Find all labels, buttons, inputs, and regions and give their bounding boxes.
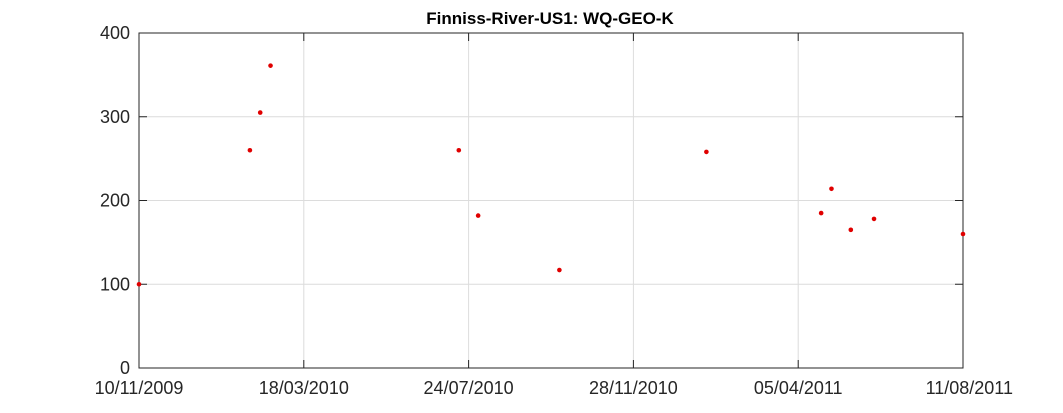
data-point [456, 147, 462, 153]
x-tick-label: 05/04/2011 [754, 378, 843, 398]
data-point [247, 147, 253, 153]
data-point [818, 210, 824, 216]
data-point [960, 231, 966, 237]
x-tick-label: 28/11/2010 [589, 378, 678, 398]
data-point [871, 216, 877, 222]
data-points [136, 63, 966, 287]
data-point [829, 186, 834, 192]
x-tick-label: 18/03/2010 [259, 378, 349, 398]
y-tick-label: 0 [120, 358, 130, 378]
chart-title: Finniss-River-US1: WQ-GEO-K [426, 9, 674, 28]
y-tick-label: 300 [100, 107, 130, 127]
data-point [848, 227, 854, 233]
data-point [257, 110, 263, 115]
x-axis-ticks: 10/11/2009 18/03/2010 24/07/2010 28/11/2010… [95, 33, 1013, 398]
x-tick-label: 11/08/2011 [926, 378, 1013, 398]
data-point [136, 281, 142, 287]
x-tick-label: 10/11/2009 [95, 378, 184, 398]
grid-lines [139, 33, 963, 368]
data-point [557, 267, 562, 273]
x-tick-label: 24/07/2010 [424, 378, 514, 398]
y-axis-ticks: 0 100 200 300 400 [100, 23, 963, 378]
data-point [475, 213, 481, 218]
data-point [268, 63, 273, 68]
y-tick-label: 200 [100, 191, 130, 211]
y-tick-label: 100 [100, 274, 130, 294]
y-tick-label: 400 [100, 23, 130, 43]
data-point [704, 149, 709, 155]
